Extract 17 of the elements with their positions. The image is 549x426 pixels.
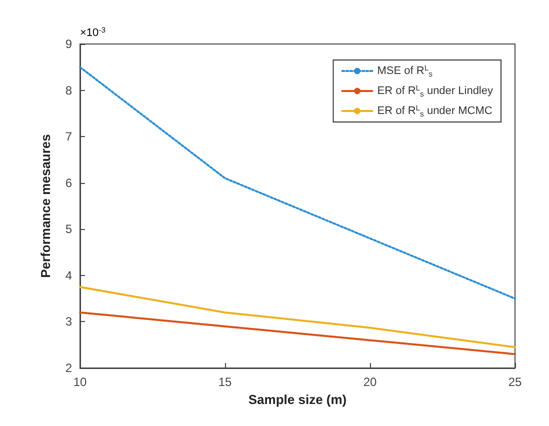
y-tick-label: 3 <box>65 314 72 329</box>
y-axis-title: Performance mesaures <box>38 134 53 278</box>
x-tick-label: 10 <box>73 375 87 389</box>
x-tick-label: 20 <box>363 375 377 389</box>
x-axis-title: Sample size (m) <box>248 392 347 407</box>
y-tick-label: 8 <box>65 83 72 98</box>
x-tick-label: 25 <box>508 375 522 389</box>
x-tick-label: 15 <box>218 375 232 389</box>
line-series <box>79 311 516 356</box>
y-tick-label: 9 <box>65 37 72 51</box>
line-series <box>79 66 516 300</box>
line-series <box>79 286 516 348</box>
y-tick-label: 7 <box>65 130 72 144</box>
y-tick-label: 4 <box>65 268 72 282</box>
y-tick-label: 6 <box>65 176 72 190</box>
y-tick-label: 5 <box>65 222 72 236</box>
y-tick-label: 2 <box>65 361 72 375</box>
